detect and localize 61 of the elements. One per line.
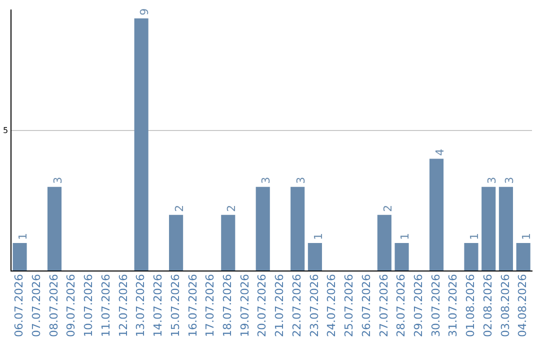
data-label: 3 <box>502 176 516 184</box>
data-label: 1 <box>520 232 534 240</box>
x-tick-label: 30.07.2026 <box>429 274 442 338</box>
data-label: 1 <box>398 232 412 240</box>
bar <box>394 242 409 271</box>
data-label: 3 <box>294 176 308 184</box>
x-tick-label: 19.07.2026 <box>238 274 252 338</box>
x-tick-label: 03.08.2026 <box>498 274 512 338</box>
x-tick-label: 01.08.2026 <box>464 274 478 338</box>
data-label: 1 <box>468 232 482 240</box>
x-tick-label: 23.07.2026 <box>308 274 321 338</box>
data-label: 9 <box>138 8 152 16</box>
x-tick-label: 07.07.2026 <box>30 274 43 338</box>
y-tick-label: 5 <box>2 126 8 135</box>
x-tick-label: 08.07.2026 <box>47 274 60 338</box>
bar <box>516 242 530 271</box>
bar <box>429 158 444 271</box>
x-tick-label: 29.07.2026 <box>412 274 425 338</box>
x-tick-label: 31.07.2026 <box>446 274 460 338</box>
data-label: 4 <box>433 148 446 156</box>
data-label: 1 <box>312 232 325 240</box>
data-label: 2 <box>224 204 238 212</box>
x-tick-label: 14.07.2026 <box>152 274 165 338</box>
bar <box>256 186 270 271</box>
x-tick-label: 16.07.2026 <box>186 274 200 338</box>
x-tick-label: 15.07.2026 <box>168 274 182 338</box>
data-label: 3 <box>260 176 273 184</box>
x-tick-label: 28.07.2026 <box>394 274 408 338</box>
x-tick-label: 06.07.2026 <box>12 274 26 338</box>
data-label: 3 <box>485 176 498 184</box>
x-tick-label: 22.07.2026 <box>290 274 304 338</box>
bar <box>12 242 27 271</box>
data-label: 2 <box>172 204 186 212</box>
data-label: 3 <box>51 176 64 184</box>
bar <box>308 242 322 271</box>
x-tick-label: 09.07.2026 <box>64 274 78 338</box>
x-tick-label: 18.07.2026 <box>220 274 234 338</box>
x-tick-label: 20.07.2026 <box>256 274 269 338</box>
x-tick-label: 11.07.2026 <box>99 274 112 338</box>
x-tick-label: 17.07.2026 <box>204 274 217 338</box>
x-tick-label: 26.07.2026 <box>360 274 373 338</box>
bar <box>221 214 236 271</box>
bar <box>464 242 478 271</box>
bar <box>498 186 513 271</box>
x-tick-label: 02.08.2026 <box>481 274 494 338</box>
bar <box>134 18 148 271</box>
x-tick-label: 27.07.2026 <box>377 274 390 338</box>
data-label: 1 <box>16 232 30 240</box>
bar <box>169 214 184 271</box>
x-tick-label: 04.08.2026 <box>516 274 530 338</box>
bar <box>482 186 496 271</box>
x-tick-label: 10.07.2026 <box>82 274 96 338</box>
x-tick-label: 21.07.2026 <box>273 274 286 338</box>
bar <box>47 186 62 271</box>
bar <box>377 214 392 271</box>
x-tick-label: 24.07.2026 <box>325 274 338 338</box>
x-tick-label: 13.07.2026 <box>134 274 148 338</box>
data-label: 2 <box>381 204 394 212</box>
x-tick-label: 12.07.2026 <box>116 274 130 338</box>
x-tick-label: 25.07.2026 <box>342 274 356 338</box>
bar <box>290 186 305 271</box>
